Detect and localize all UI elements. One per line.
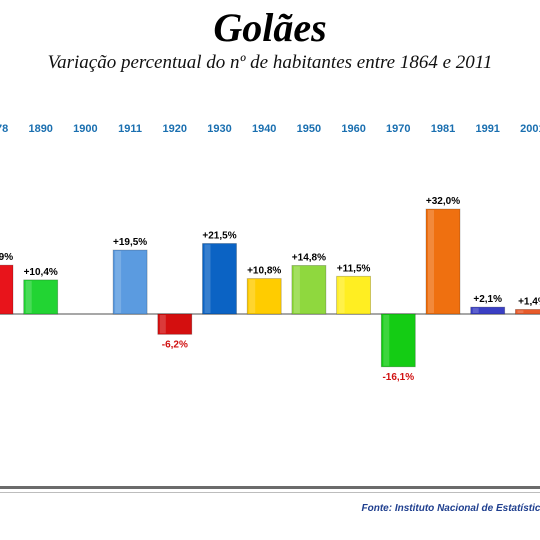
- year-label: 1981: [431, 123, 455, 135]
- value-label: +14,9%: [0, 252, 13, 263]
- year-label: 1970: [386, 123, 410, 135]
- bar-highlight: [428, 210, 434, 313]
- value-label: +11,5%: [337, 263, 371, 274]
- value-label: -6,2%: [162, 339, 188, 350]
- value-label: +32,0%: [426, 196, 460, 207]
- year-label: 1911: [118, 123, 142, 135]
- bar: [112, 249, 148, 315]
- bar-highlight: [293, 266, 300, 313]
- year-label: 1960: [341, 123, 365, 135]
- bar-highlight: [338, 277, 345, 313]
- value-label: +19,5%: [113, 237, 147, 248]
- value-label: +2,1%: [473, 294, 502, 305]
- year-label: 1878: [0, 123, 8, 135]
- bar: [336, 275, 372, 315]
- year-label: 1900: [73, 123, 97, 135]
- bar-highlight: [115, 251, 122, 313]
- bar-highlight: [159, 315, 166, 334]
- bar: [0, 264, 14, 315]
- bar: [425, 208, 461, 315]
- bar-highlight: [204, 244, 211, 313]
- year-label: 1930: [207, 123, 231, 135]
- chart-title: Golães: [213, 5, 327, 50]
- bar-highlight: [383, 315, 390, 366]
- bar: [157, 313, 193, 335]
- bar-highlight: [472, 308, 479, 313]
- bar: [246, 278, 282, 315]
- bar: [291, 265, 327, 315]
- year-label: 1940: [252, 123, 276, 135]
- value-label: +21,5%: [202, 230, 236, 241]
- bottom-rule: [0, 486, 540, 489]
- year-label: 1950: [297, 123, 321, 135]
- chart-subtitle: Variação percentual do nº de habitantes …: [47, 52, 493, 73]
- value-label: +10,8%: [247, 266, 281, 277]
- bar: [515, 309, 540, 315]
- value-label: +1,4%: [518, 296, 540, 307]
- bar-highlight: [517, 310, 524, 313]
- value-label: +10,4%: [24, 267, 58, 278]
- bar-highlight: [249, 279, 256, 313]
- source-note: Fonte: Instituto Nacional de Estatística: [361, 503, 540, 514]
- bar-highlight: [25, 280, 32, 313]
- bottom-rule-thin: [0, 492, 540, 493]
- year-label: 1991: [475, 123, 499, 135]
- bar: [470, 306, 506, 315]
- bar: [202, 243, 237, 315]
- value-label: -16,1%: [382, 372, 414, 383]
- bar: [380, 313, 416, 368]
- year-label: 1920: [163, 123, 187, 135]
- value-label: +14,8%: [292, 252, 326, 263]
- year-label: 1890: [28, 123, 52, 135]
- bar: [23, 279, 59, 315]
- year-label: 2001: [520, 123, 540, 135]
